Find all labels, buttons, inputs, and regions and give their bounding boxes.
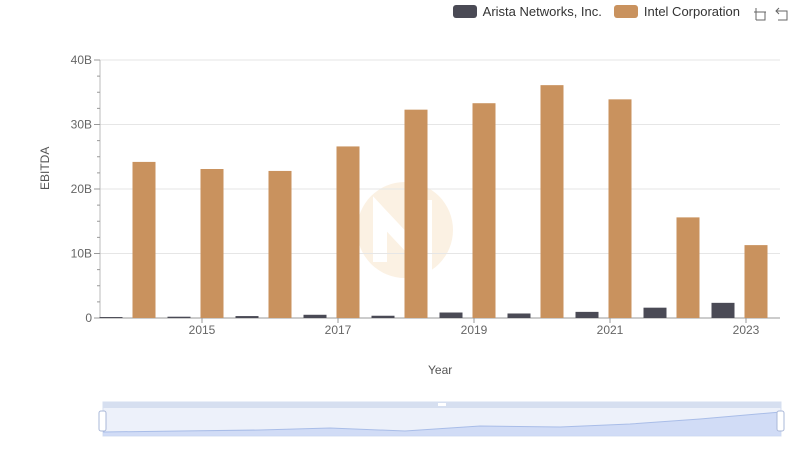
legend-swatch-intel: [613, 5, 638, 18]
x-tick-label: 2015: [189, 323, 216, 337]
x-axis: 2015 2017 2019 2021 2023: [189, 318, 760, 337]
legend-item-arista[interactable]: Arista Networks, Inc.: [452, 4, 602, 19]
y-tick-label: 0: [85, 311, 92, 325]
bar-arista-2023[interactable]: [711, 302, 735, 318]
bar-arista-2015[interactable]: [167, 316, 191, 318]
bar-arista-2014[interactable]: [99, 317, 123, 318]
y-tick-label: 20B: [71, 182, 92, 196]
legend-label-arista: Arista Networks, Inc.: [482, 4, 602, 19]
bar-intel-2022[interactable]: [676, 217, 700, 318]
x-tick-label: 2017: [325, 323, 352, 337]
bars-group: [99, 85, 768, 318]
bar-intel-2015[interactable]: [200, 169, 224, 318]
legend-swatch-arista: [452, 5, 477, 18]
legend-label-intel: Intel Corporation: [643, 4, 740, 19]
bar-intel-2018[interactable]: [404, 109, 428, 318]
y-tick-label: 30B: [71, 118, 92, 132]
zoom-grip-icon[interactable]: [438, 403, 446, 406]
bar-arista-2020[interactable]: [507, 313, 531, 318]
bar-intel-2016[interactable]: [268, 170, 292, 318]
toolbox: [752, 6, 790, 22]
bar-intel-2017[interactable]: [336, 146, 360, 318]
bar-arista-2022[interactable]: [643, 307, 667, 318]
bar-intel-2019[interactable]: [472, 103, 496, 318]
bar-arista-2018[interactable]: [371, 315, 395, 318]
bar-arista-2017[interactable]: [303, 314, 327, 318]
y-axis: 0 10B 20B 30B 40B: [71, 53, 101, 325]
bar-arista-2021[interactable]: [575, 311, 599, 318]
y-tick-label: 40B: [71, 53, 92, 67]
x-tick-label: 2019: [461, 323, 488, 337]
bar-intel-2023[interactable]: [744, 245, 768, 318]
data-zoom-slider[interactable]: [98, 401, 785, 437]
bar-arista-2019[interactable]: [439, 312, 463, 318]
y-tick-label: 10B: [71, 247, 92, 261]
zoom-icon[interactable]: [752, 6, 768, 22]
zoom-handle-right[interactable]: [776, 410, 785, 432]
x-tick-label: 2023: [733, 323, 760, 337]
x-axis-title: Year: [428, 363, 453, 377]
y-axis-title: EBITDA: [38, 146, 52, 190]
bar-arista-2016[interactable]: [235, 316, 259, 318]
x-tick-label: 2021: [597, 323, 624, 337]
zoom-handle-left[interactable]: [98, 410, 107, 432]
reset-icon[interactable]: [774, 6, 790, 22]
bar-intel-2014[interactable]: [132, 161, 156, 318]
bar-intel-2020[interactable]: [540, 85, 564, 318]
legend-item-intel[interactable]: Intel Corporation: [613, 4, 740, 19]
legend: Arista Networks, Inc. Intel Corporation: [452, 4, 740, 19]
zoom-preview-line: [102, 411, 782, 433]
bar-intel-2021[interactable]: [608, 99, 632, 318]
